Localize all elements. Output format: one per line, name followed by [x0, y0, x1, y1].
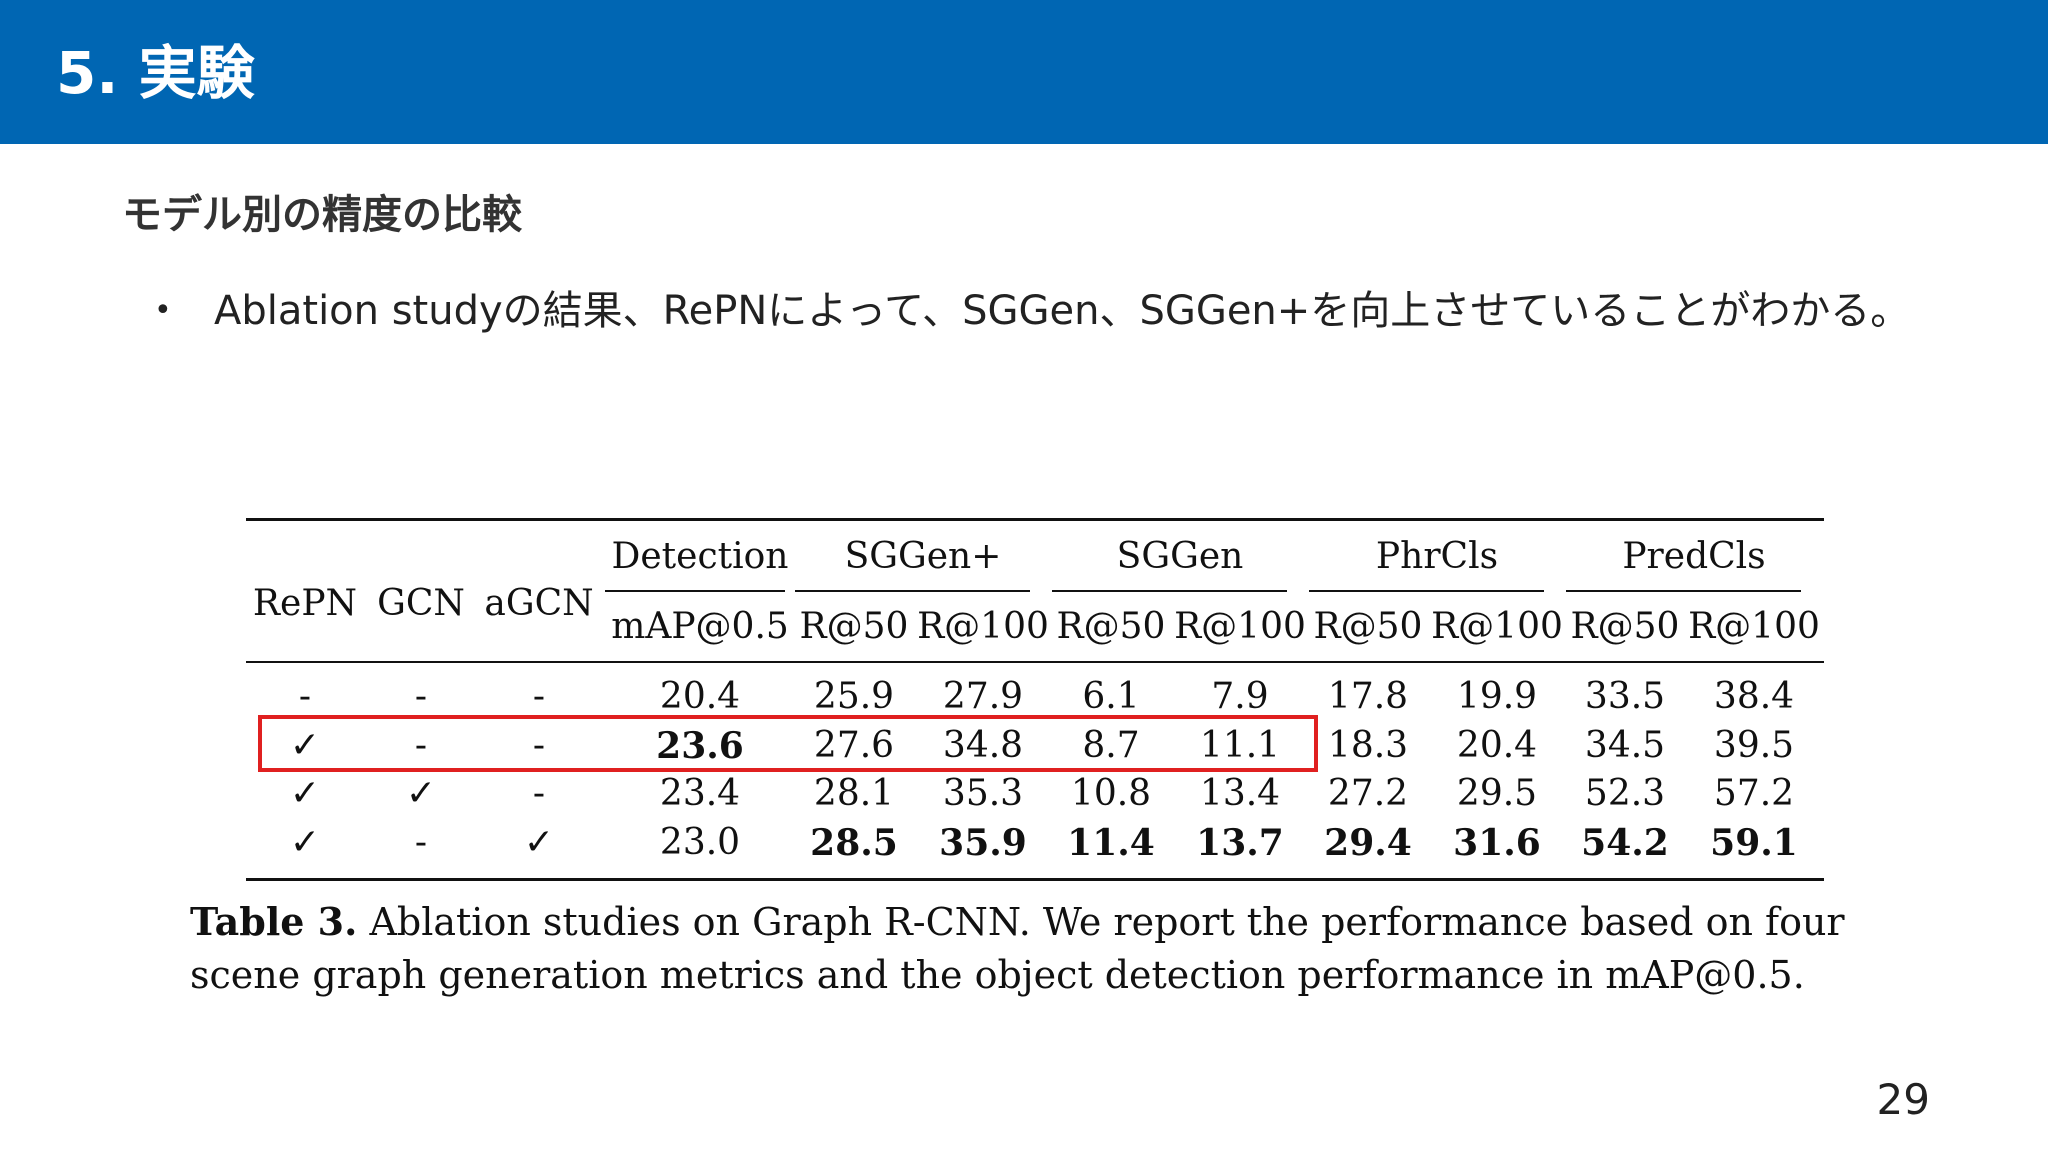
row-0-value-3: 6.1	[1082, 676, 1140, 717]
row-1-value-6: 20.4	[1456, 725, 1538, 766]
group-header-detection: Detection	[611, 536, 789, 577]
group-header-sggen: SGGen	[1116, 536, 1244, 577]
row-0-flag-2: -	[532, 676, 546, 717]
slide-title: 5. 実験	[56, 39, 255, 107]
caption-label: Table 3.	[190, 899, 358, 944]
row-2-value-8: 57.2	[1713, 773, 1795, 814]
row-0-flag-1: -	[414, 676, 428, 717]
metric-header-0: mAP@0.5	[611, 606, 789, 647]
row-3-value-7: 54.2	[1581, 822, 1669, 864]
row-0-value-4: 7.9	[1211, 676, 1269, 717]
column-label-gcn: GCN	[377, 583, 465, 624]
row-2-value-2: 35.3	[942, 773, 1024, 814]
caption-line-1: Table 3. Ablation studies on Graph R-CNN…	[190, 895, 1870, 949]
metric-header-4: R@100	[1174, 606, 1306, 647]
group-header-phrcls: PhrCls	[1375, 536, 1499, 577]
row-1-value-7: 34.5	[1584, 725, 1666, 766]
group-header-sggen-: SGGen+	[844, 536, 1002, 577]
row-2-value-3: 10.8	[1070, 773, 1152, 814]
row-1-flag-0: ✓	[289, 725, 321, 766]
bullet-text: Ablation studyの結果、RePNによって、SGGen、SGGen+を…	[214, 288, 1911, 334]
page-number: 29	[1876, 1075, 1930, 1124]
row-1-value-1: 27.6	[813, 725, 895, 766]
row-2-flag-2: -	[532, 773, 546, 814]
row-2-value-4: 13.4	[1199, 773, 1281, 814]
metric-header-2: R@100	[917, 606, 1049, 647]
row-2-value-0: 23.4	[659, 773, 741, 814]
row-1-value-5: 18.3	[1327, 725, 1409, 766]
metric-header-6: R@100	[1431, 606, 1563, 647]
group-underline-1	[795, 590, 1030, 592]
row-1-value-2: 34.8	[942, 725, 1024, 766]
row-0-value-5: 17.8	[1327, 676, 1409, 717]
row-0-value-2: 27.9	[942, 676, 1024, 717]
column-label-agcn: aGCN	[484, 583, 594, 624]
row-3-value-0: 23.0	[659, 822, 741, 863]
row-3-flag-1: -	[414, 822, 428, 863]
table-bottom-rule	[246, 878, 1824, 881]
row-2-flag-0: ✓	[289, 773, 321, 814]
row-0-value-0: 20.4	[659, 676, 741, 717]
row-3-value-2: 35.9	[939, 822, 1027, 864]
row-3-value-1: 28.5	[810, 822, 898, 864]
group-underline-4	[1566, 590, 1801, 592]
metric-header-7: R@50	[1570, 606, 1680, 647]
metric-header-5: R@50	[1313, 606, 1423, 647]
row-3-value-8: 59.1	[1710, 822, 1798, 864]
group-underline-3	[1309, 590, 1544, 592]
group-underline-0	[605, 590, 785, 592]
caption-text-1: Ablation studies on Graph R-CNN. We repo…	[357, 900, 1845, 944]
highlight-box	[258, 715, 1318, 772]
row-1-flag-2: -	[532, 725, 546, 766]
header-bar	[0, 0, 2048, 144]
metric-header-1: R@50	[799, 606, 909, 647]
row-2-value-5: 27.2	[1327, 773, 1409, 814]
group-underline-2	[1052, 590, 1287, 592]
table-caption: Table 3. Ablation studies on Graph R-CNN…	[190, 895, 1870, 1002]
ablation-table-figure: Table 3. Ablation studies on Graph R-CNN…	[190, 500, 1870, 1020]
row-3-value-5: 29.4	[1324, 822, 1412, 864]
column-label-repn: RePN	[252, 583, 358, 624]
row-1-value-0: 23.6	[656, 725, 744, 767]
caption-line-2: scene graph generation metrics and the o…	[190, 953, 1805, 997]
metric-header-3: R@50	[1056, 606, 1166, 647]
row-0-value-1: 25.9	[813, 676, 895, 717]
group-header-predcls: PredCls	[1622, 536, 1766, 577]
section-heading: モデル別の精度の比較	[122, 192, 522, 238]
bullet-icon: •	[154, 293, 172, 328]
row-1-value-8: 39.5	[1713, 725, 1795, 766]
row-2-flag-1: ✓	[405, 773, 437, 814]
table-top-rule	[246, 518, 1824, 521]
row-3-flag-2: ✓	[523, 822, 555, 863]
row-1-flag-1: -	[414, 725, 428, 766]
row-2-value-1: 28.1	[813, 773, 895, 814]
bullet-item: • Ablation studyの結果、RePNによって、SGGen、SGGen+…	[154, 284, 1910, 338]
row-0-value-6: 19.9	[1456, 676, 1538, 717]
row-1-value-3: 8.7	[1082, 725, 1140, 766]
row-3-value-4: 13.7	[1196, 822, 1284, 864]
table-mid-rule	[246, 661, 1824, 663]
row-2-value-7: 52.3	[1584, 773, 1666, 814]
row-0-value-7: 33.5	[1584, 676, 1666, 717]
row-3-flag-0: ✓	[289, 822, 321, 863]
row-3-value-6: 31.6	[1453, 822, 1541, 864]
row-0-flag-0: -	[298, 676, 312, 717]
row-0-value-8: 38.4	[1713, 676, 1795, 717]
row-1-value-4: 11.1	[1199, 725, 1281, 766]
metric-header-8: R@100	[1688, 606, 1820, 647]
row-2-value-6: 29.5	[1456, 773, 1538, 814]
row-3-value-3: 11.4	[1067, 822, 1155, 864]
